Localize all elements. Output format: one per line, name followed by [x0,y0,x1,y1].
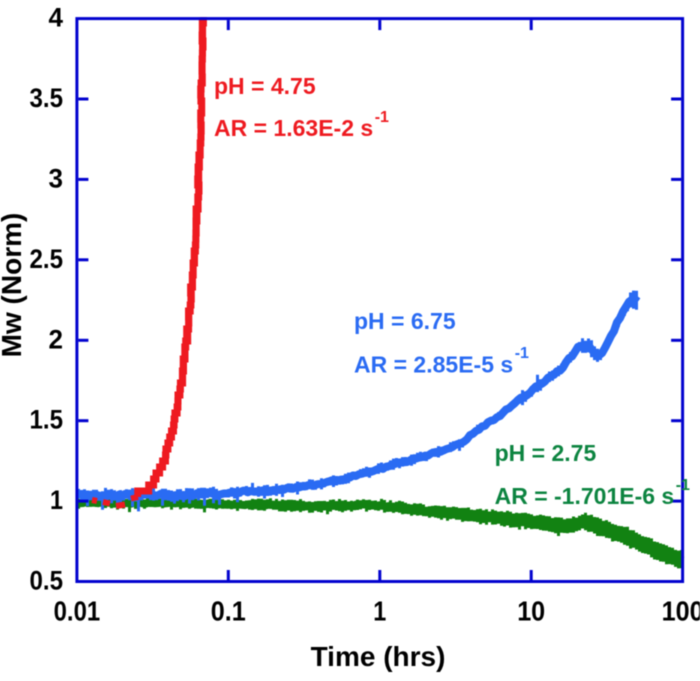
svg-text:Mw (Norm): Mw (Norm) [0,213,27,358]
svg-text:AR = 2.85E-5 s: AR = 2.85E-5 s [354,352,513,378]
svg-text:3.5: 3.5 [30,83,64,113]
svg-text:1: 1 [50,485,63,515]
svg-text:-1: -1 [375,109,389,126]
svg-text:100: 100 [662,596,700,627]
svg-text:0.5: 0.5 [30,566,64,596]
svg-text:pH = 6.75: pH = 6.75 [354,308,456,334]
svg-text:Time (hrs): Time (hrs) [311,641,446,672]
svg-text:1: 1 [373,596,386,627]
svg-text:AR = 1.63E-2 s: AR = 1.63E-2 s [214,115,373,141]
svg-text:pH = 2.75: pH = 2.75 [495,440,597,466]
svg-text:4: 4 [49,3,64,33]
svg-text:10: 10 [517,596,545,627]
svg-text:0.1: 0.1 [211,596,246,627]
svg-text:1.5: 1.5 [30,405,64,435]
svg-text:2.5: 2.5 [30,244,64,274]
svg-text:0.01: 0.01 [54,596,101,627]
svg-text:-1: -1 [515,345,529,362]
svg-text:pH = 4.75: pH = 4.75 [214,73,316,99]
svg-text:-1: -1 [676,477,690,494]
svg-text:2: 2 [49,324,64,354]
svg-text:3: 3 [49,163,64,193]
svg-text:AR = -1.701E-6 s: AR = -1.701E-6 s [495,483,675,509]
